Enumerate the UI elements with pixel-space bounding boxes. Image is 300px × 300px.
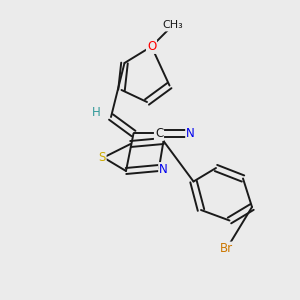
Text: Br: Br	[220, 242, 233, 256]
Text: C: C	[155, 127, 163, 140]
Text: H: H	[92, 106, 101, 119]
Text: O: O	[147, 40, 156, 53]
Text: CH₃: CH₃	[162, 20, 183, 31]
Text: N: N	[186, 127, 195, 140]
Text: S: S	[98, 151, 106, 164]
Text: N: N	[159, 163, 168, 176]
